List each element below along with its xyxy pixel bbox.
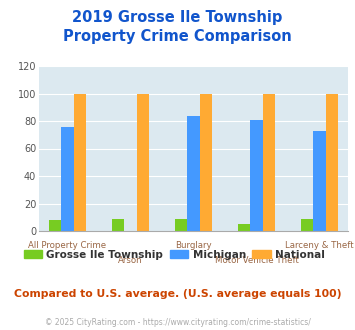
Bar — [263, 93, 275, 231]
Text: Larceny & Theft: Larceny & Theft — [285, 241, 354, 250]
Text: Compared to U.S. average. (U.S. average equals 100): Compared to U.S. average. (U.S. average … — [14, 289, 342, 299]
Text: © 2025 CityRating.com - https://www.cityrating.com/crime-statistics/: © 2025 CityRating.com - https://www.city… — [45, 318, 310, 327]
Bar — [74, 93, 86, 231]
Bar — [61, 126, 74, 231]
Text: Burglary: Burglary — [175, 241, 212, 250]
Bar — [200, 93, 212, 231]
Bar — [326, 93, 338, 231]
Bar — [250, 120, 263, 231]
Bar — [137, 93, 149, 231]
Bar — [111, 218, 124, 231]
Text: All Property Crime: All Property Crime — [28, 241, 106, 250]
Text: 2019 Grosse Ile Township
Property Crime Comparison: 2019 Grosse Ile Township Property Crime … — [63, 10, 292, 44]
Bar — [187, 115, 200, 231]
Bar — [175, 218, 187, 231]
Bar — [49, 220, 61, 231]
Text: Motor Vehicle Theft: Motor Vehicle Theft — [214, 256, 299, 265]
Bar — [313, 131, 326, 231]
Bar — [237, 224, 250, 231]
Bar — [301, 218, 313, 231]
Legend: Grosse Ile Township, Michigan, National: Grosse Ile Township, Michigan, National — [20, 246, 329, 264]
Text: Arson: Arson — [118, 256, 143, 265]
